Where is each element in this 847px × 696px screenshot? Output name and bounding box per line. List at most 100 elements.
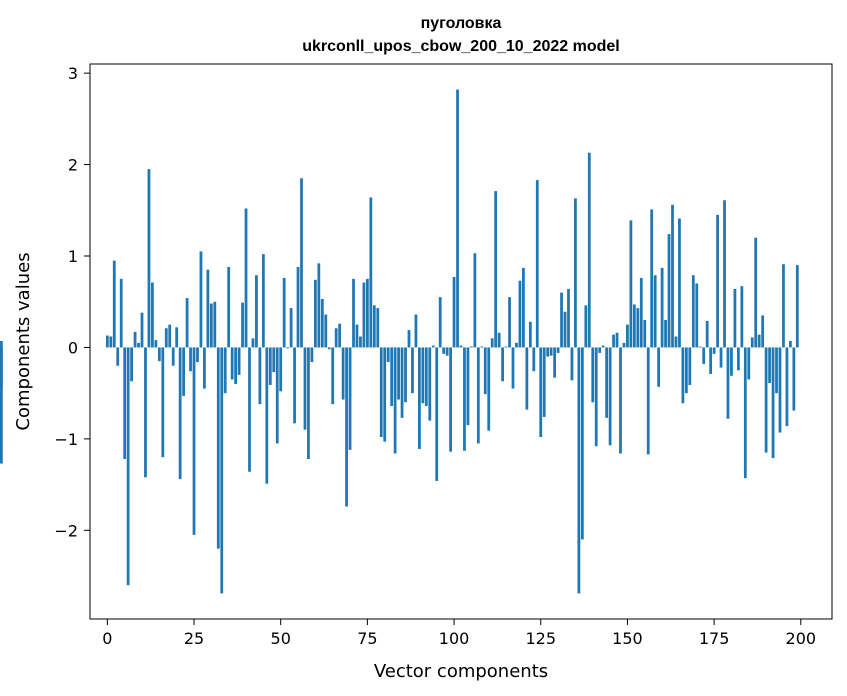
bar-component-1 <box>109 336 113 348</box>
bar-component-87 <box>407 330 411 348</box>
bar-component-126 <box>542 347 546 417</box>
bar-component-49 <box>275 347 279 444</box>
bar-component-179 <box>726 347 730 419</box>
bar-component-119 <box>518 280 522 348</box>
bar-component-101 <box>456 89 459 348</box>
bar-component-39 <box>241 302 244 348</box>
bar-component-198 <box>792 347 796 411</box>
bar-component-15 <box>157 347 161 362</box>
bar-component-24 <box>189 347 192 372</box>
bar-component-138 <box>584 305 588 348</box>
bar-component-98 <box>445 347 449 356</box>
bar-component-94 <box>431 345 435 348</box>
bar-component-35 <box>227 266 231 348</box>
bar-component-67 <box>338 323 342 348</box>
bar-component-63 <box>324 314 328 348</box>
bar-component-145 <box>608 347 612 446</box>
bar-component-38 <box>237 347 241 375</box>
bar-component-133 <box>567 288 570 348</box>
bar-component-118 <box>515 342 518 348</box>
bar-component-9 <box>137 342 140 348</box>
bar-component-50 <box>279 347 283 392</box>
x-tick-label: 0 <box>102 629 112 648</box>
bar-component-5 <box>123 347 127 459</box>
bar-component-99 <box>449 347 452 452</box>
bar-component-28 <box>203 347 206 389</box>
bar-component-110 <box>487 347 491 431</box>
x-tick-label: 175 <box>699 629 730 648</box>
bar-component-137 <box>580 347 584 540</box>
bar-component-193 <box>775 347 778 394</box>
chart-title: пуголовка <box>421 15 502 32</box>
bar-component-124 <box>535 180 539 348</box>
bar-component-123 <box>532 347 536 372</box>
bar-component-80 <box>383 347 387 442</box>
bar-component-175 <box>712 347 716 354</box>
bar-component-59 <box>310 347 314 363</box>
bar-component-196 <box>785 347 789 427</box>
x-tick-label: 25 <box>184 629 204 648</box>
bar-component-57 <box>303 347 307 430</box>
bar-component-85 <box>400 347 404 418</box>
bar-component-199 <box>795 265 799 348</box>
bar-component-132 <box>563 311 567 348</box>
bar-component-113 <box>497 332 501 348</box>
bar-component-undefined <box>0 341 3 348</box>
bar-component-86 <box>404 347 407 403</box>
bar-component-51 <box>282 277 286 348</box>
bar-component-174 <box>709 347 713 374</box>
x-axis-label: Vector components <box>374 661 548 682</box>
bar-component-158 <box>653 275 657 348</box>
bar-component-0 <box>105 335 109 348</box>
bar-component-192 <box>771 347 775 459</box>
bar-component-29 <box>206 269 210 348</box>
x-tick-label: 75 <box>357 629 377 648</box>
y-tick-label: 3 <box>68 64 78 83</box>
bar-component-44 <box>258 347 262 405</box>
bar-component-143 <box>601 345 605 348</box>
bar-component-96 <box>438 297 442 348</box>
bar-component-195 <box>782 264 785 348</box>
bar-component-120 <box>522 267 525 348</box>
bar-component-89 <box>414 314 418 348</box>
bar-component-183 <box>740 286 744 348</box>
bar-component-151 <box>629 220 633 348</box>
bar-component-194 <box>778 347 782 433</box>
bar-component-115 <box>504 346 508 348</box>
y-axis: −2 −1 0 1 2 3 <box>54 64 90 540</box>
bar-component-14 <box>154 340 158 348</box>
bar-component-176 <box>716 214 719 348</box>
bar-component-68 <box>341 347 345 400</box>
bar-component-140 <box>591 347 595 403</box>
bar-component-21 <box>178 347 182 480</box>
bar-component-161 <box>664 320 667 348</box>
bar-component-102 <box>459 345 463 348</box>
bar-component-197 <box>789 341 792 348</box>
bar-component-3 <box>116 347 120 366</box>
bar-component-90 <box>418 347 421 449</box>
bar-component-64 <box>327 347 331 350</box>
bar-component-111 <box>490 338 494 348</box>
bar-component-78 <box>376 308 380 348</box>
bar-component-37 <box>234 347 238 385</box>
bar-component-34 <box>223 347 227 394</box>
bar-component-70 <box>348 347 352 450</box>
bar-component-30 <box>209 303 213 348</box>
y-tick-label: 0 <box>68 338 78 357</box>
x-tick-label: 100 <box>439 629 470 648</box>
bar-component-156 <box>646 347 650 455</box>
bar-component-177 <box>719 347 723 368</box>
bar-component-128 <box>549 347 553 356</box>
bar-component-152 <box>632 304 636 348</box>
bar-component-135 <box>574 198 577 348</box>
bar-component-188 <box>757 334 761 348</box>
bar-component-7 <box>130 347 133 382</box>
bar-component-181 <box>733 288 737 348</box>
bar-component-82 <box>390 347 394 406</box>
bar-component-27 <box>199 251 203 348</box>
bar-component-84 <box>397 347 400 400</box>
bar-component-81 <box>386 347 390 363</box>
bar-component-131 <box>560 292 563 348</box>
bar-component-72 <box>355 324 359 348</box>
